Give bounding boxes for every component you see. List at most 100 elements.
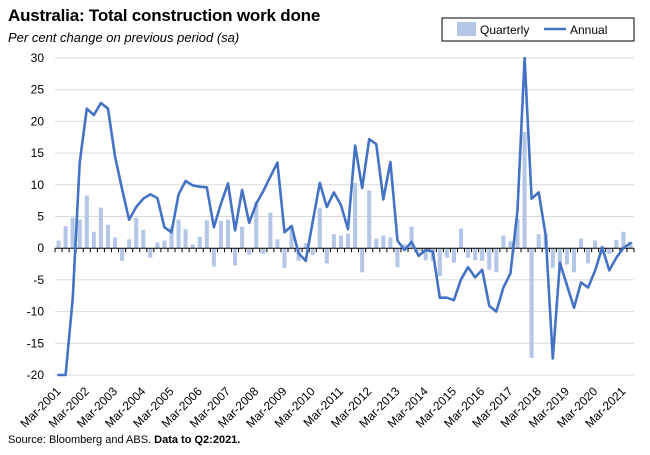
- quarterly-bar: [345, 233, 351, 249]
- quarterly-bar: [331, 234, 336, 249]
- quarterly-bar: [310, 248, 315, 256]
- quarterly-bar: [275, 239, 280, 249]
- y-tick-label: 15: [31, 146, 45, 160]
- quarterly-bar: [628, 241, 633, 249]
- quarterly-bar: [303, 243, 308, 249]
- quarterly-bar: [56, 240, 61, 249]
- quarterly-bar: [190, 244, 195, 249]
- quarterly-bar: [197, 236, 202, 249]
- quarterly-bar: [338, 235, 344, 249]
- quarterly-bar: [324, 248, 329, 264]
- y-tick-label: 10: [31, 178, 45, 192]
- quarterly-bar: [381, 235, 386, 249]
- quarterly-bar: [176, 219, 181, 249]
- x-axis-labels: Mar-2001Mar-2002Mar-2003Mar-2004Mar-2005…: [17, 384, 628, 430]
- quarterly-bar: [423, 248, 428, 261]
- quarterly-bar: [487, 248, 492, 270]
- y-tick-label: 25: [31, 83, 45, 97]
- quarterly-bar: [84, 195, 89, 249]
- quarterly-bar: [155, 242, 160, 249]
- chart-title: Australia: Total construction work done: [8, 6, 321, 25]
- quarterly-bar: [388, 237, 393, 249]
- y-tick-label: -15: [27, 336, 45, 350]
- quarterly-bars: [56, 132, 633, 358]
- quarterly-bar: [63, 226, 68, 249]
- source-note: Source: Bloomberg and ABS. Data to Q2:20…: [8, 434, 240, 446]
- quarterly-bar: [458, 228, 464, 249]
- quarterly-bar: [268, 212, 273, 249]
- quarterly-bar: [578, 238, 584, 249]
- quarterly-bar: [522, 132, 527, 249]
- quarterly-bar: [353, 182, 358, 249]
- quarterly-bar: [70, 217, 75, 249]
- quarterly-bar: [183, 229, 188, 249]
- quarterly-bar: [451, 248, 456, 263]
- quarterly-bar: [515, 218, 520, 249]
- quarterly-bar: [367, 190, 372, 249]
- quarterly-bar: [261, 248, 266, 254]
- quarterly-bar: [91, 231, 96, 249]
- legend-box: [441, 17, 635, 42]
- quarterly-bar: [233, 248, 238, 266]
- quarterly-bar: [564, 248, 569, 265]
- quarterly-bar: [501, 235, 506, 249]
- quarterly-bar: [317, 208, 322, 249]
- quarterly-bar: [374, 238, 379, 249]
- quarterly-bar: [395, 248, 400, 268]
- x-axis-ticks: [54, 248, 635, 253]
- quarterly-bar: [247, 248, 252, 255]
- quarterly-bar: [148, 248, 153, 258]
- quarterly-bar: [571, 248, 577, 273]
- quarterly-bar: [593, 240, 598, 249]
- quarterly-bar: [112, 237, 118, 249]
- quarterly-bar: [134, 217, 139, 249]
- legend-quarterly-swatch: [457, 22, 476, 36]
- quarterly-bar: [218, 220, 223, 249]
- y-tick-label: 5: [37, 210, 44, 224]
- quarterly-bar: [437, 248, 442, 277]
- quarterly-bar: [529, 248, 534, 358]
- legend-quarterly-label: Quarterly: [480, 23, 529, 37]
- y-tick-label: -10: [27, 305, 45, 319]
- quarterly-bar: [480, 248, 485, 261]
- data-to-note: Data to Q2:2021.: [154, 434, 241, 446]
- legend: Quarterly Annual: [441, 17, 635, 42]
- y-tick-label: 20: [31, 114, 45, 128]
- quarterly-bar: [204, 220, 209, 249]
- y-tick-label: 0: [37, 241, 44, 255]
- quarterly-bar: [508, 241, 513, 249]
- quarterly-bar: [536, 234, 541, 249]
- quarterly-bar: [550, 248, 555, 268]
- quarterly-bar: [494, 248, 499, 273]
- legend-annual-label: Annual: [570, 23, 607, 37]
- y-axis-ticks: -20 -15 -10 -5 0 5 10 15 20 25 30: [27, 51, 45, 382]
- annual-series-line: [57, 56, 632, 377]
- quarterly-bar: [240, 226, 245, 249]
- quarterly-bar: [120, 248, 125, 261]
- quarterly-bar: [105, 224, 111, 249]
- quarterly-bar: [225, 219, 231, 249]
- quarterly-bar: [473, 248, 478, 261]
- quarterly-bar: [607, 248, 612, 254]
- quarterly-bar: [621, 231, 626, 249]
- gridlines: [55, 57, 634, 376]
- quarterly-bar: [169, 226, 174, 249]
- chart-subtitle: Per cent change on previous period (sa): [8, 30, 240, 45]
- quarterly-bar: [289, 226, 294, 249]
- source-text: Source: Bloomberg and ABS.: [8, 434, 152, 446]
- quarterly-bar: [614, 239, 619, 249]
- quarterly-bar: [141, 229, 146, 249]
- quarterly-bar: [77, 219, 82, 249]
- y-tick-label: 30: [31, 51, 45, 65]
- quarterly-bar: [254, 201, 259, 249]
- quarterly-bar: [402, 244, 407, 249]
- quarterly-bar: [586, 248, 591, 264]
- quarterly-bar: [557, 248, 562, 266]
- quarterly-bar: [282, 248, 287, 268]
- quarterly-bar: [444, 248, 449, 258]
- quarterly-bar: [162, 240, 167, 249]
- quarterly-bar: [211, 248, 216, 267]
- quarterly-bar: [466, 248, 471, 258]
- quarterly-bar: [416, 248, 421, 251]
